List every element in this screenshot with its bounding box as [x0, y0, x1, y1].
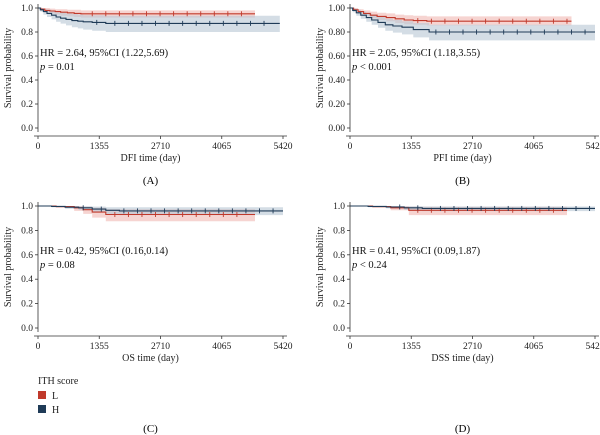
- y-tick-label: 1.00: [328, 4, 345, 14]
- p-value-text: p < 0.24: [351, 260, 388, 271]
- y-tick-label: 0.0: [21, 124, 33, 134]
- x-tick-label: 0: [348, 342, 353, 352]
- y-tick-label: 0.40: [328, 76, 345, 86]
- y-tick-label: 0.2: [333, 300, 345, 310]
- y-tick-label: 0.6: [21, 52, 33, 62]
- y-axis-title: Survival probability: [315, 227, 326, 307]
- x-tick-label: 1355: [90, 342, 109, 352]
- legend-label-h: H: [52, 405, 59, 416]
- x-tick-label: 4065: [212, 342, 231, 352]
- legend-swatch-h: [38, 405, 46, 413]
- y-tick-label: 1.0: [21, 202, 33, 212]
- legend-label-l: L: [52, 391, 58, 402]
- y-tick-label: 0.80: [328, 28, 345, 38]
- survival-curve-h: [350, 7, 595, 33]
- panel-label: (A): [143, 175, 159, 187]
- y-tick-label: 0.0: [333, 324, 345, 334]
- survival-curve-l: [350, 7, 572, 22]
- p-symbol: p: [39, 62, 45, 73]
- x-tick-label: 5420: [274, 142, 293, 152]
- p-value-text: p = 0.08: [39, 260, 75, 271]
- km-panel: 0.0 0.2 0.4 0.6 0.8 1.0 0 1355 2710 4065 5420 OS ti…: [3, 202, 293, 435]
- x-axis-title: PFI time (day): [433, 153, 491, 164]
- p-symbol: p: [39, 260, 45, 271]
- p-value-text: p < 0.001: [351, 62, 392, 73]
- y-tick-label: 1.0: [21, 4, 33, 14]
- legend-swatch-l: [38, 391, 46, 399]
- survival-curve-l: [38, 7, 255, 15]
- y-tick-label: 0.4: [333, 275, 345, 285]
- hazard-ratio-text: HR = 2.05, 95%CI (1.18,3.55): [352, 48, 481, 59]
- x-axis-title: DSS time (day): [431, 353, 493, 364]
- y-tick-label: 0.0: [21, 324, 33, 334]
- km-panel: 0.0 0.2 0.4 0.6 0.8 1.0 0 1355 2710 4065 5420 DSS t…: [315, 202, 600, 435]
- y-tick-label: 0.8: [333, 226, 345, 236]
- y-tick-label: 0.20: [328, 100, 345, 110]
- x-tick-label: 2710: [151, 342, 170, 352]
- y-tick-label: 0.00: [328, 124, 345, 134]
- y-tick-label: 0.2: [21, 300, 33, 310]
- y-axis-title: Survival probability: [3, 227, 14, 307]
- hazard-ratio-text: HR = 0.42, 95%CI (0.16,0.14): [40, 246, 169, 257]
- p-value-text: p = 0.01: [39, 62, 75, 73]
- y-tick-label: 0.60: [328, 52, 345, 62]
- panel-label: (B): [455, 175, 470, 187]
- p-value: < 0.001: [357, 62, 392, 73]
- confidence-band-h: [38, 8, 280, 32]
- y-tick-label: 0.8: [21, 226, 33, 236]
- x-tick-label: 1355: [90, 142, 109, 152]
- km-panel: 0.0 0.2 0.4 0.6 0.8 1.0 0 1355 2710 4065 5420 DFI t…: [3, 4, 293, 187]
- x-tick-label: 4065: [524, 142, 543, 152]
- x-tick-label: 2710: [151, 142, 170, 152]
- x-tick-label: 2710: [463, 342, 482, 352]
- legend-title: ITH score: [38, 376, 79, 387]
- p-symbol: p: [351, 260, 357, 271]
- y-axis-title: Survival probability: [3, 28, 14, 108]
- p-value: = 0.01: [45, 62, 75, 73]
- survival-curve-h: [350, 205, 595, 209]
- x-tick-label: 5420: [586, 342, 600, 352]
- x-tick-label: 0: [36, 142, 41, 152]
- y-axis-title: Survival probability: [315, 28, 326, 108]
- panel-label: (C): [143, 423, 158, 435]
- x-tick-label: 4065: [524, 342, 543, 352]
- y-tick-label: 0.6: [21, 251, 33, 261]
- x-axis-title: DFI time (day): [121, 153, 181, 164]
- x-tick-label: 1355: [402, 142, 421, 152]
- km-panel: 0.00 0.20 0.40 0.60 0.80 1.00 0 1355 2710 4065 542…: [315, 4, 600, 187]
- x-tick-label: 5420: [586, 142, 600, 152]
- x-tick-label: 0: [36, 342, 41, 352]
- y-tick-label: 0.6: [333, 251, 345, 261]
- y-tick-label: 0.4: [21, 275, 33, 285]
- legend: ITH score L H: [38, 376, 79, 416]
- y-tick-label: 1.0: [333, 202, 345, 212]
- x-tick-label: 4065: [212, 142, 231, 152]
- hazard-ratio-text: HR = 2.64, 95%CI (1.22,5.69): [40, 48, 169, 59]
- survival-curve-h: [38, 205, 283, 212]
- p-value: = 0.08: [45, 260, 75, 271]
- x-tick-label: 1355: [402, 342, 421, 352]
- p-value: < 0.24: [357, 260, 387, 271]
- y-tick-label: 0.8: [21, 28, 33, 38]
- x-tick-label: 5420: [274, 342, 293, 352]
- x-tick-label: 0: [348, 142, 353, 152]
- x-tick-label: 2710: [463, 142, 482, 152]
- p-symbol: p: [351, 62, 357, 73]
- y-tick-label: 0.2: [21, 100, 33, 110]
- hazard-ratio-text: HR = 0.41, 95%CI (0.09,1.87): [352, 246, 481, 257]
- panel-label: (D): [455, 423, 471, 435]
- y-tick-label: 0.4: [21, 76, 33, 86]
- x-axis-title: OS time (day): [122, 353, 179, 364]
- survival-curve-h: [38, 7, 280, 24]
